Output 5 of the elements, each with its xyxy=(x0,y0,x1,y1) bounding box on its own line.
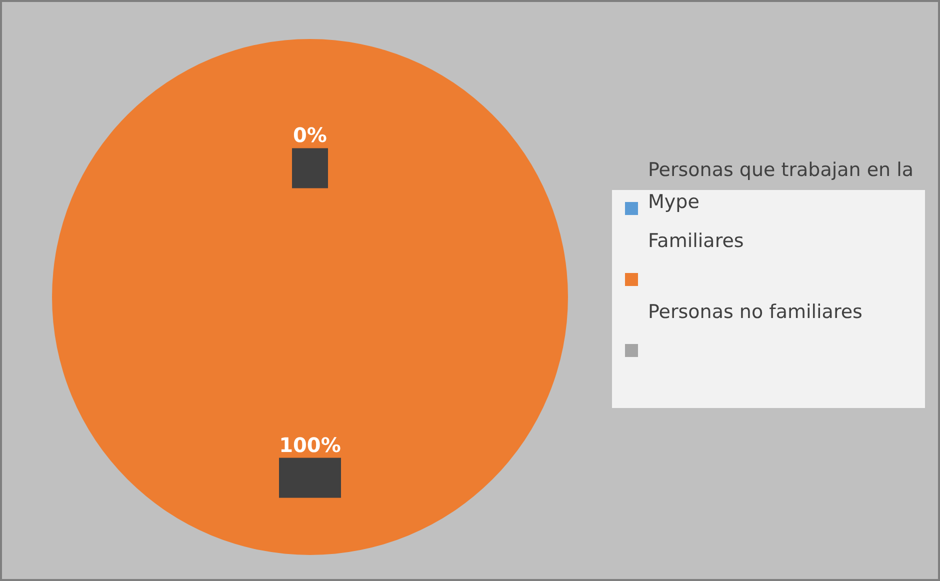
data-label: 100% xyxy=(279,432,341,457)
slice-label: Familiares xyxy=(648,230,744,252)
text: 0% xyxy=(293,123,327,148)
legend-label: Personas no familiares xyxy=(648,301,862,323)
category-label: Personas que trabajan en la Mype xyxy=(648,159,914,213)
